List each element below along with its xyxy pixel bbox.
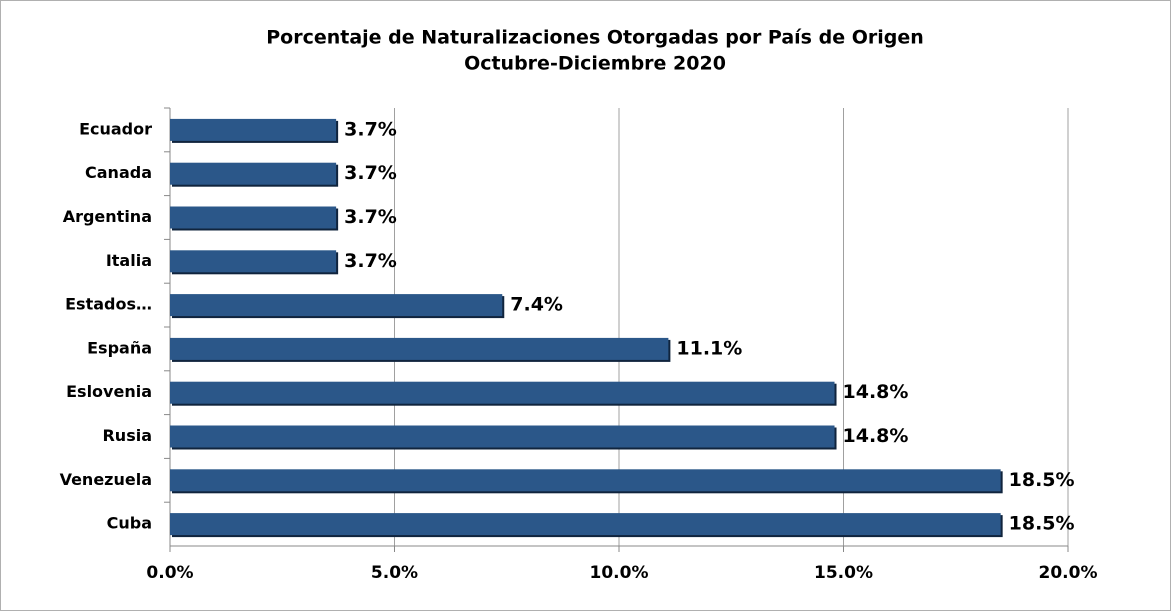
y-tick-label: Rusia [102, 426, 152, 445]
y-tick-label: Cuba [107, 514, 152, 533]
chart-subtitle: Octubre-Diciembre 2020 [464, 53, 726, 75]
bar [170, 513, 1001, 536]
data-label: 7.4% [510, 294, 563, 316]
x-tick-label: 20.0% [1039, 563, 1098, 583]
data-label: 3.7% [344, 250, 397, 272]
data-label: 3.7% [344, 118, 397, 140]
y-tick-label: Venezuela [60, 470, 152, 489]
bar [170, 118, 337, 141]
y-tick-label: Argentina [63, 207, 152, 226]
y-tick-label: Eslovenia [66, 382, 152, 401]
data-label: 3.7% [344, 162, 397, 184]
x-tick-label: 15.0% [814, 563, 873, 583]
bar [170, 162, 337, 185]
y-tick-label: España [87, 338, 152, 357]
chart-title: Porcentaje de Naturalizaciones Otorgadas… [266, 27, 924, 49]
x-tick-label: 0.0% [146, 563, 193, 583]
y-tick-label: Estados… [65, 295, 152, 314]
bar [170, 425, 835, 448]
bar [170, 250, 337, 273]
bar [170, 337, 669, 360]
x-tick-label: 5.0% [371, 563, 418, 583]
data-label: 14.8% [843, 381, 909, 403]
bar [170, 469, 1001, 492]
data-label: 11.1% [676, 337, 742, 359]
bar [170, 206, 337, 229]
x-tick-label: 10.0% [590, 563, 649, 583]
bar [170, 294, 503, 317]
y-tick-label: Ecuador [79, 119, 152, 138]
data-label: 14.8% [843, 425, 909, 447]
data-label: 18.5% [1009, 513, 1075, 535]
data-label: 3.7% [344, 206, 397, 228]
bar [170, 381, 835, 404]
y-tick-label: Canada [85, 163, 152, 182]
data-label: 18.5% [1009, 469, 1075, 491]
y-tick-label: Italia [106, 251, 152, 270]
